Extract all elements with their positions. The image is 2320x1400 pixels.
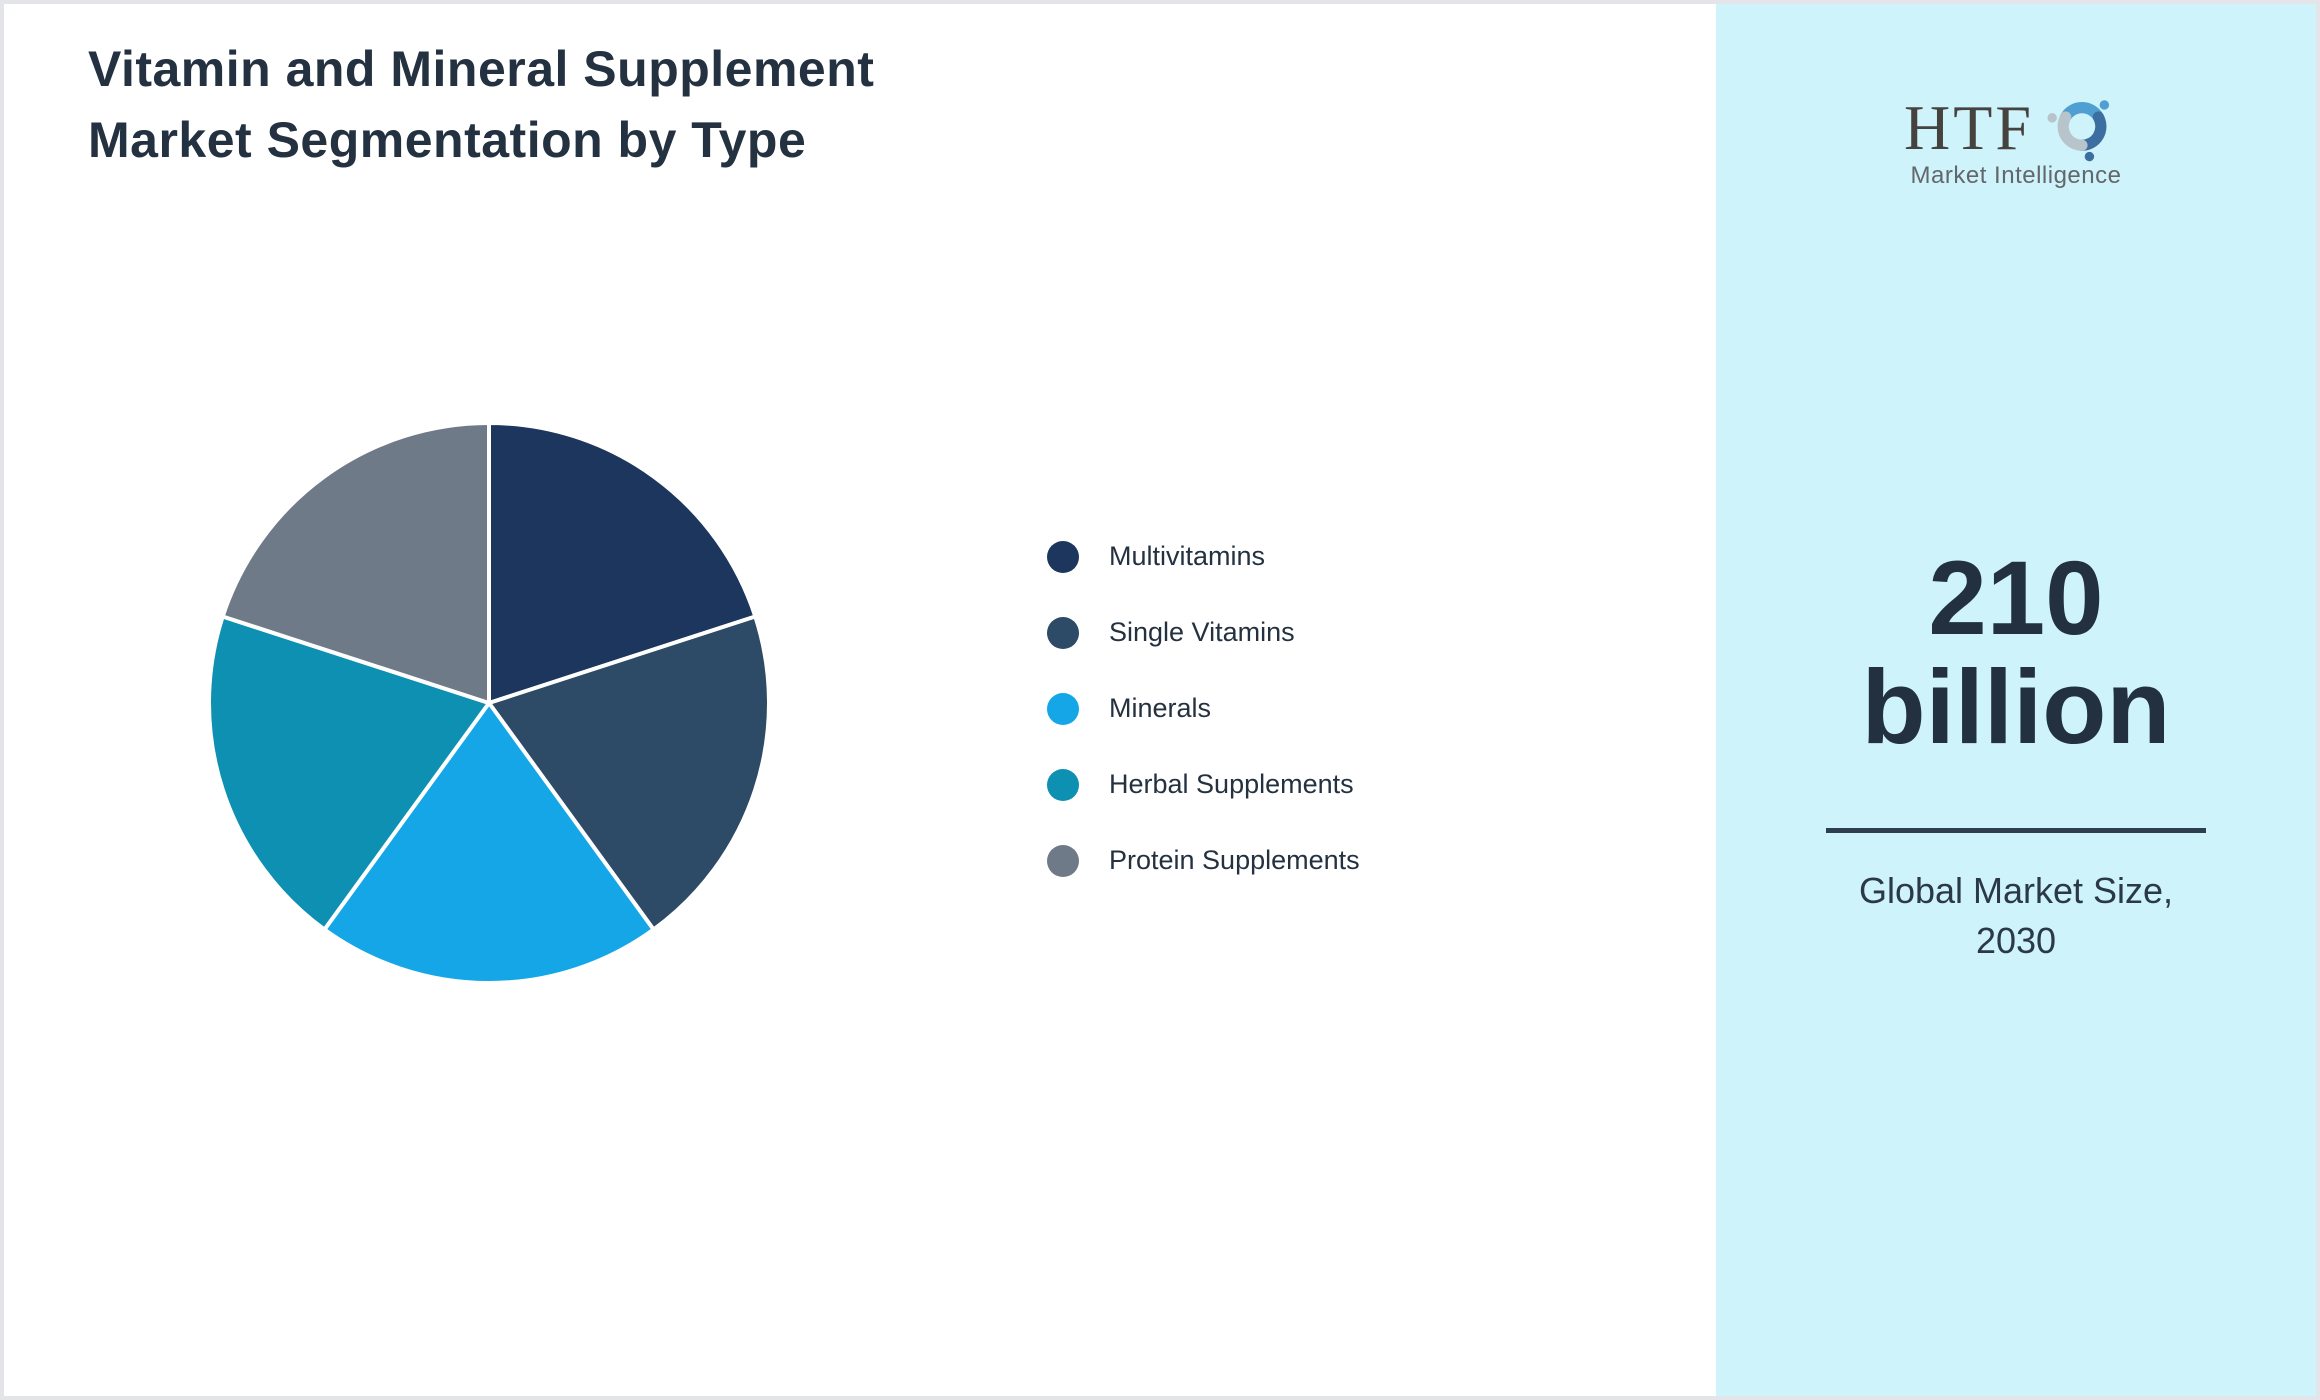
pie-slice-multivitamins bbox=[487, 421, 758, 705]
pie-chart bbox=[207, 421, 771, 985]
logo-subtitle: Market Intelligence bbox=[1910, 162, 2122, 189]
page-title-line2: Market Segmentation by Type bbox=[88, 112, 807, 168]
pie-slice-minerals bbox=[322, 701, 656, 985]
legend-dot-minerals bbox=[1047, 692, 1079, 725]
legend-label: Herbal Supplements bbox=[1109, 769, 1354, 799]
logo-text: HTF bbox=[1904, 92, 2034, 163]
main-panel: Vitamin and Mineral Supplement Market Se… bbox=[4, 4, 1716, 1396]
legend-item: Minerals bbox=[1047, 690, 1360, 727]
market-size-caption: Global Market Size, 2030 bbox=[1858, 870, 2174, 961]
legend-label: Single Vitamins bbox=[1109, 617, 1295, 647]
htf-logo-top: HTF bbox=[1716, 90, 2316, 166]
stat-divider bbox=[1826, 828, 2206, 833]
legend-dot-protein-supplements bbox=[1047, 844, 1079, 877]
market-size-value: 210 billion bbox=[1861, 540, 2171, 767]
three-dolphins-swirl-icon bbox=[2047, 100, 2110, 162]
legend-label: Protein Supplements bbox=[1109, 845, 1360, 875]
legend-label: Multivitamins bbox=[1109, 541, 1266, 571]
sidebar: HTF Market Intelligence bbox=[1716, 4, 2316, 1396]
legend-dot-single-vitamins bbox=[1047, 616, 1079, 649]
pie-slice-single-vitamins bbox=[487, 614, 771, 932]
htf-logo: HTF Market Intelligence bbox=[1716, 90, 2316, 190]
legend: Multivitamins Single Vitamins Minerals H… bbox=[1047, 538, 1360, 918]
pie-slice-protein-supplements bbox=[220, 421, 491, 705]
legend-dot-herbal-supplements bbox=[1047, 768, 1079, 801]
legend-item: Multivitamins bbox=[1047, 538, 1360, 575]
legend-item: Herbal Supplements bbox=[1047, 766, 1360, 803]
legend-item: Single Vitamins bbox=[1047, 614, 1360, 651]
legend-dot-multivitamins bbox=[1047, 540, 1079, 573]
legend-item: Protein Supplements bbox=[1047, 842, 1360, 879]
legend-label: Minerals bbox=[1109, 693, 1212, 723]
pie-slice-herbal-supplements bbox=[207, 614, 491, 932]
page-title-line1: Vitamin and Mineral Supplement bbox=[88, 41, 875, 97]
page-title: Vitamin and Mineral Supplement Market Se… bbox=[88, 34, 874, 176]
